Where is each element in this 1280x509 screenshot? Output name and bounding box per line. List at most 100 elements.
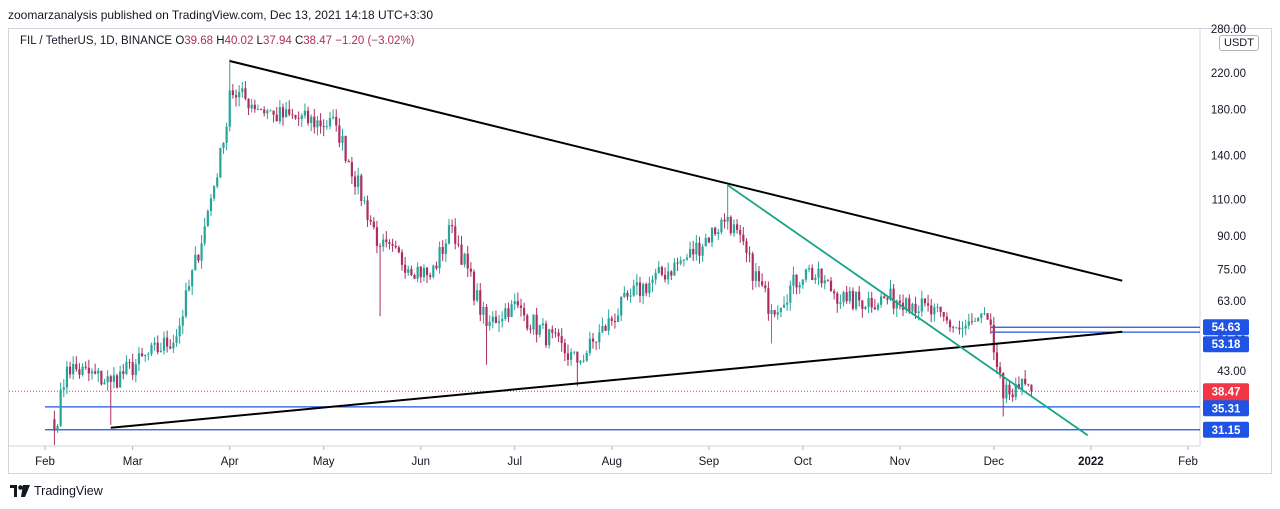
candle-body: [513, 301, 516, 305]
candle-body: [272, 110, 275, 115]
price-tag-label: 53.18: [1212, 339, 1241, 351]
candle-body: [955, 327, 958, 329]
candle-body: [714, 227, 717, 235]
candle-body: [341, 135, 344, 143]
candle-body: [861, 300, 864, 309]
candle-body: [670, 271, 673, 276]
candle-body: [97, 370, 100, 374]
candle-body: [435, 265, 438, 269]
candle-body: [566, 353, 570, 360]
candle-body: [839, 302, 842, 304]
candle-body: [541, 323, 545, 326]
candle-body: [134, 364, 137, 376]
candle-body: [516, 301, 519, 306]
candle-body: [231, 90, 234, 96]
candle-body: [122, 371, 125, 374]
candle-body: [917, 311, 920, 314]
candle-body: [829, 280, 833, 292]
candle-body: [789, 285, 792, 303]
y-tick-label: 140.00: [1211, 151, 1246, 163]
candle-body: [366, 200, 369, 220]
close-label: C: [294, 35, 304, 47]
candle-body: [219, 148, 222, 178]
candle-body: [285, 109, 288, 118]
x-tick-label: Mar: [123, 456, 143, 468]
candle-body: [610, 318, 613, 321]
x-tick-label: Jun: [412, 456, 431, 468]
candle-body: [278, 107, 281, 122]
candle-body: [833, 291, 836, 294]
candle-body: [507, 308, 510, 317]
candle-body: [848, 290, 851, 302]
candle-body: [569, 352, 573, 360]
candle-body: [281, 107, 285, 118]
candle-body: [241, 88, 244, 93]
candle-body: [178, 325, 181, 337]
candle-body: [591, 338, 595, 342]
candle-body: [407, 269, 410, 273]
candle-body: [128, 361, 131, 363]
candle-body: [854, 291, 858, 309]
candle-body: [864, 306, 867, 309]
candle-body: [801, 279, 804, 286]
candle-body: [1014, 384, 1017, 398]
candle-body: [948, 320, 952, 328]
candle-body: [635, 282, 638, 286]
candle-body: [757, 271, 761, 282]
candle-body: [961, 328, 964, 330]
candle-body: [726, 216, 729, 222]
candle-body: [851, 290, 855, 309]
candle-body: [482, 306, 485, 315]
candle-body: [344, 135, 347, 161]
candle-body: [422, 267, 426, 278]
candle-body: [986, 313, 989, 320]
candle-body: [206, 211, 209, 227]
candle-body: [967, 321, 970, 326]
candle-body: [663, 274, 667, 280]
y-tick-label: 180.00: [1211, 105, 1246, 117]
candle-body: [68, 366, 72, 375]
candle-body: [75, 363, 78, 370]
y-tick-label: 63.00: [1217, 296, 1246, 308]
x-tick-label: Feb: [35, 456, 55, 468]
candle-body: [754, 271, 757, 281]
candle-body: [999, 367, 1002, 373]
candle-body: [228, 90, 231, 127]
candle-body: [62, 387, 65, 390]
candle-body: [779, 307, 783, 313]
currency-button[interactable]: USDT: [1219, 35, 1259, 51]
x-tick-label: Feb: [1178, 456, 1198, 468]
candle-body: [156, 342, 159, 353]
candle-body: [109, 376, 112, 382]
candle-body: [325, 126, 328, 128]
candle-body: [876, 304, 880, 310]
candle-body: [447, 225, 451, 244]
candle-body: [842, 292, 845, 303]
candle-body: [717, 232, 720, 235]
candle-body: [898, 300, 902, 303]
price-tag: [1203, 319, 1249, 336]
candle-body: [811, 268, 814, 281]
candle-body: [573, 351, 576, 353]
candle-body: [992, 324, 995, 353]
candle-body: [980, 313, 983, 318]
x-tick-label: Jul: [507, 456, 522, 468]
trendline-lower-support: [110, 330, 1123, 429]
candle-body: [817, 268, 820, 278]
candle-body: [873, 307, 876, 310]
candle-body: [194, 254, 197, 271]
candle-body: [184, 290, 188, 317]
candle-body: [914, 303, 917, 314]
candle-body: [973, 320, 977, 322]
candle-body: [419, 266, 422, 278]
candle-body: [331, 116, 335, 119]
candle-body: [576, 351, 579, 363]
candle-body: [1002, 372, 1005, 399]
candle-body: [310, 116, 313, 123]
candle-body: [701, 246, 704, 256]
candle-body: [1030, 384, 1033, 392]
candle-body: [607, 318, 610, 331]
candle-body: [820, 268, 823, 284]
candle-body: [952, 327, 955, 329]
